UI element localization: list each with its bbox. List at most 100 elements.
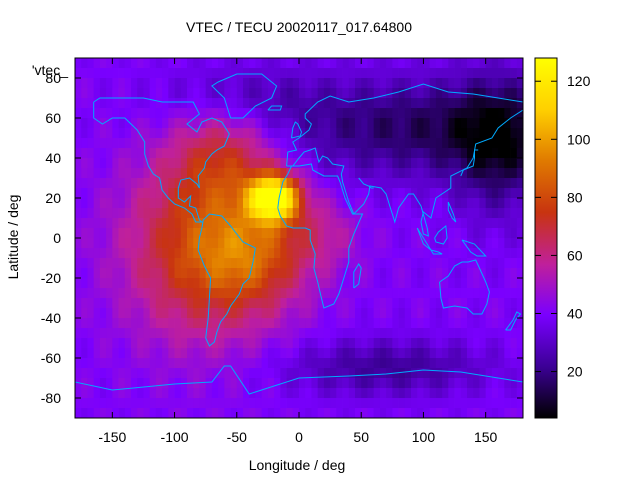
heatmap-cell <box>355 128 362 139</box>
heatmap-cell <box>460 118 468 129</box>
heatmap-cell <box>87 78 95 89</box>
heatmap-cell <box>75 128 82 139</box>
heatmap-cell <box>280 288 287 299</box>
heatmap-cell <box>323 128 331 139</box>
heatmap-cell <box>286 308 294 319</box>
heatmap-cell <box>180 298 188 309</box>
heatmap-cell <box>162 108 169 119</box>
heatmap-cell <box>149 338 157 349</box>
heatmap-cell <box>498 198 505 209</box>
heatmap-cell <box>299 308 306 319</box>
heatmap-cell <box>417 98 424 109</box>
heatmap-cell <box>218 238 225 249</box>
heatmap-cell <box>236 68 244 79</box>
heatmap-cell <box>392 148 399 159</box>
heatmap-cell <box>504 68 511 79</box>
heatmap-cell <box>323 148 331 159</box>
heatmap-cell <box>348 118 356 129</box>
heatmap-cell <box>205 268 213 279</box>
heatmap-cell <box>149 298 157 309</box>
heatmap-cell <box>429 208 437 219</box>
heatmap-cell <box>224 68 231 79</box>
heatmap-cell <box>162 318 169 329</box>
heatmap-cell <box>448 308 455 319</box>
heatmap-cell <box>361 58 368 69</box>
heatmap-cell <box>460 388 468 399</box>
heatmap-cell <box>180 258 188 269</box>
heatmap-cell <box>361 98 368 109</box>
heatmap-cell <box>299 178 306 189</box>
heatmap-cell <box>124 268 132 279</box>
heatmap-cell <box>423 218 431 229</box>
heatmap-cell <box>498 288 505 299</box>
heatmap-cell <box>442 208 449 219</box>
heatmap-cell <box>267 88 275 99</box>
heatmap-cell <box>323 138 331 149</box>
heatmap-cell <box>435 338 443 349</box>
heatmap-cell <box>404 348 412 359</box>
heatmap-cell <box>429 198 437 209</box>
heatmap-cell <box>224 288 231 299</box>
heatmap-cell <box>193 358 200 369</box>
heatmap-cell <box>168 178 175 189</box>
heatmap-cell <box>267 228 275 239</box>
heatmap-cell <box>411 158 418 169</box>
heatmap-cell <box>155 408 163 418</box>
heatmap-cell <box>460 188 468 199</box>
heatmap-cell <box>93 218 101 229</box>
heatmap-cell <box>516 118 523 129</box>
heatmap-cell <box>429 138 437 149</box>
heatmap-cell <box>106 168 113 179</box>
heatmap-cell <box>75 78 82 89</box>
heatmap-cell <box>124 278 132 289</box>
heatmap-cell <box>93 388 101 399</box>
heatmap-cell <box>386 238 393 249</box>
heatmap-cell <box>267 358 275 369</box>
heatmap-cell <box>361 268 368 279</box>
heatmap-cell <box>423 58 431 69</box>
heatmap-cell <box>93 148 101 159</box>
heatmap-cell <box>323 278 331 289</box>
heatmap-cell <box>317 348 325 359</box>
heatmap-cell <box>118 238 126 249</box>
heatmap-cell <box>112 238 119 249</box>
heatmap-cell <box>124 158 132 169</box>
heatmap-cell <box>187 278 194 289</box>
heatmap-cell <box>174 98 182 109</box>
heatmap-cell <box>174 178 182 189</box>
heatmap-cell <box>174 318 182 329</box>
heatmap-cell <box>224 138 231 149</box>
heatmap-cell <box>454 378 462 389</box>
heatmap-cell <box>249 58 256 69</box>
heatmap-cell <box>162 258 169 269</box>
heatmap-cell <box>423 228 431 239</box>
heatmap-cell <box>348 358 356 369</box>
heatmap-cell <box>286 278 294 289</box>
heatmap-cell <box>367 78 375 89</box>
heatmap-cell <box>274 188 281 199</box>
heatmap-cell <box>473 338 480 349</box>
heatmap-cell <box>143 368 151 379</box>
heatmap-cell <box>404 288 412 299</box>
heatmap-cell <box>429 338 437 349</box>
heatmap-cell <box>137 248 144 259</box>
heatmap-cell <box>149 98 157 109</box>
heatmap-cell <box>398 118 406 129</box>
heatmap-cell <box>355 198 362 209</box>
heatmap-cell <box>112 128 119 139</box>
heatmap-cell <box>243 278 250 289</box>
heatmap-cell <box>180 358 188 369</box>
coastline-segment <box>277 163 364 309</box>
heatmap-cell <box>323 308 331 319</box>
heatmap-cell <box>323 158 331 169</box>
heatmap-cell <box>379 228 387 239</box>
heatmap-cell <box>330 298 337 309</box>
heatmap-cell <box>280 188 287 199</box>
heatmap-cell <box>280 148 287 159</box>
heatmap-cell <box>498 158 505 169</box>
heatmap-cell <box>379 298 387 309</box>
heatmap-cell <box>423 68 431 79</box>
heatmap-cell <box>249 138 256 149</box>
heatmap-cell <box>373 318 381 329</box>
